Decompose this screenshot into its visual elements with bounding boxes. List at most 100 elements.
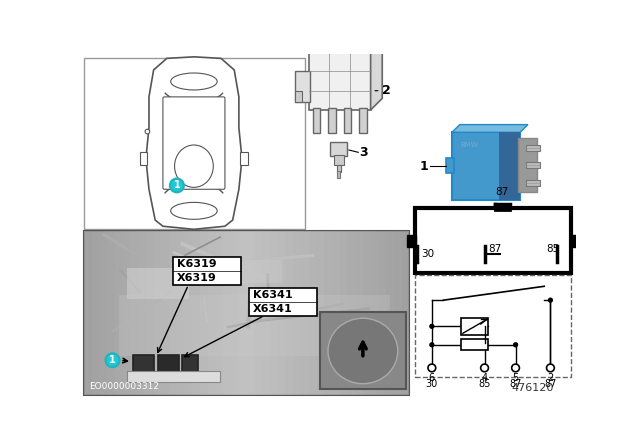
Bar [415,275,572,377]
Bar [182,355,198,372]
Circle shape [106,353,120,367]
Circle shape [514,343,518,347]
Bar [340,46,356,50]
Bar [394,231,402,395]
Bar [301,231,308,395]
PathPatch shape [146,57,242,229]
Bar [360,46,378,50]
PathPatch shape [452,125,528,132]
Bar [84,58,305,229]
Ellipse shape [175,145,213,187]
Bar [461,340,488,350]
FancyBboxPatch shape [163,97,225,189]
Bar [316,231,324,395]
Bar [127,371,220,382]
Bar [254,231,262,395]
Bar [132,355,154,372]
Bar [308,52,371,110]
Bar [452,132,520,200]
Text: 85: 85 [478,379,491,389]
Bar [99,231,107,395]
Bar [208,231,216,395]
Bar [344,108,351,133]
Bar [340,41,356,45]
Bar [119,295,390,356]
Bar [193,231,200,395]
Bar [92,231,99,395]
Text: EO0000003312: EO0000003312 [90,382,159,391]
Bar [312,108,320,133]
Text: 476120: 476120 [512,383,554,392]
Text: 1: 1 [173,181,180,190]
Bar [319,41,336,45]
Bar [169,231,177,395]
Bar [461,318,488,335]
Bar [200,231,208,395]
PathPatch shape [371,41,382,110]
Bar [525,180,540,186]
Circle shape [430,324,434,328]
Text: 87: 87 [544,379,557,389]
Text: X6341: X6341 [253,304,292,314]
Bar [294,90,303,102]
Bar [407,235,417,247]
Bar [173,257,241,285]
Bar [138,231,146,395]
Bar [363,231,371,395]
Bar [239,231,246,395]
Ellipse shape [328,318,397,383]
Bar [278,231,285,395]
Bar [216,231,223,395]
Bar [241,152,248,165]
Bar [146,231,154,395]
Text: 30: 30 [426,379,438,389]
Bar [308,231,316,395]
Circle shape [145,129,150,134]
Bar [262,231,270,395]
Text: 2: 2 [547,373,554,383]
Bar [340,231,348,395]
Text: K6319: K6319 [177,259,216,269]
Bar [337,165,341,172]
Text: 4: 4 [481,373,488,383]
Bar [177,231,184,395]
Bar [359,108,367,133]
Bar [246,231,254,395]
Bar [184,231,193,395]
Bar [223,231,231,395]
Bar [231,231,239,395]
Circle shape [511,364,520,372]
Text: 2: 2 [382,84,391,97]
Bar [249,288,317,315]
Bar [525,145,540,151]
Bar [127,268,189,299]
Bar [518,138,537,192]
Bar [415,208,572,273]
Text: K6341: K6341 [253,290,292,300]
Bar [131,231,138,395]
Bar [320,313,406,389]
Bar [84,231,92,395]
Circle shape [481,364,488,372]
Circle shape [548,298,552,302]
Text: BMW: BMW [460,142,478,148]
Text: 3: 3 [359,146,367,159]
Bar [334,155,344,165]
Circle shape [547,364,554,372]
Text: 30: 30 [421,249,434,259]
PathPatch shape [308,41,382,52]
Bar [107,231,115,395]
Bar [154,231,161,395]
Bar [115,231,123,395]
Bar [294,72,310,102]
Bar [204,260,282,283]
Bar [293,231,301,395]
Bar [525,162,540,168]
Text: 1: 1 [109,355,116,365]
Circle shape [430,343,434,347]
Bar [348,231,355,395]
Bar [332,231,340,395]
Ellipse shape [171,73,217,90]
Bar [360,41,378,45]
Bar [355,231,363,395]
